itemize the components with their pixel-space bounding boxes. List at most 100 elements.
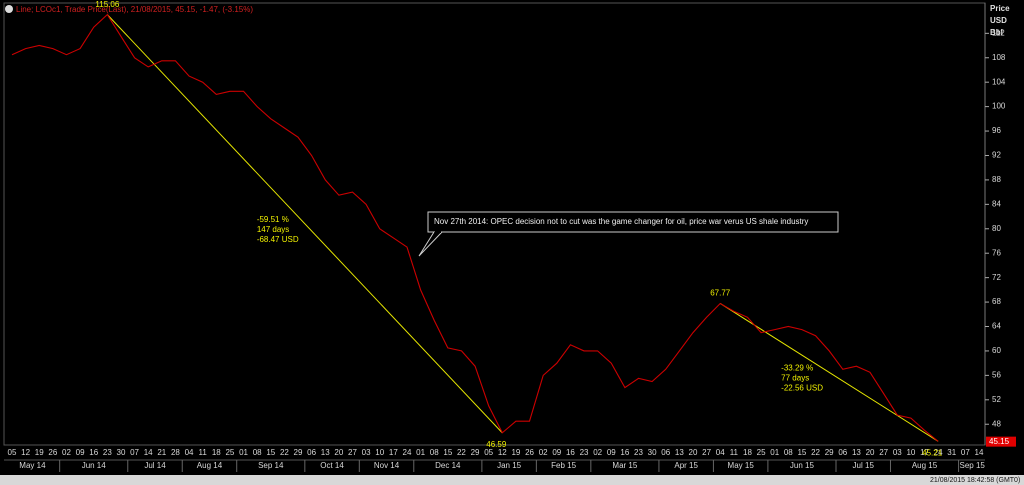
x-tick-label: 01	[770, 448, 779, 457]
month-label: Jan 15	[497, 461, 522, 470]
x-tick-label: 13	[675, 448, 684, 457]
x-tick-label: 23	[103, 448, 112, 457]
callout-pointer	[418, 231, 443, 257]
y-tick-label: 72	[992, 273, 1001, 282]
x-tick-label: 12	[498, 448, 507, 457]
chart-icon[interactable]	[5, 5, 13, 13]
x-tick-label: 13	[321, 448, 330, 457]
x-tick-label: 09	[552, 448, 561, 457]
month-label: Apr 15	[674, 461, 698, 470]
month-label: Jul 15	[853, 461, 875, 470]
month-label: Jul 14	[144, 461, 166, 470]
trend-start-label: 115.06	[95, 0, 119, 9]
x-tick-label: 10	[906, 448, 915, 457]
y-tick-label: 52	[992, 395, 1001, 404]
x-tick-label: 08	[253, 448, 262, 457]
x-tick-label: 02	[593, 448, 602, 457]
month-label: Jun 15	[790, 461, 815, 470]
trend-end-label: 45.21	[922, 448, 943, 457]
x-tick-label: 25	[225, 448, 234, 457]
x-tick-label: 06	[661, 448, 670, 457]
x-tick-label: 08	[430, 448, 439, 457]
y-tick-label: 68	[992, 297, 1001, 306]
x-tick-label: 16	[620, 448, 629, 457]
y-tick-label: 104	[992, 77, 1006, 86]
trendline	[106, 14, 503, 434]
x-tick-label: 12	[21, 448, 30, 457]
x-tick-label: 27	[879, 448, 888, 457]
x-tick-label: 14	[144, 448, 153, 457]
x-tick-label: 07	[130, 448, 139, 457]
x-tick-label: 07	[961, 448, 970, 457]
x-tick-label: 19	[35, 448, 44, 457]
x-tick-label: 29	[294, 448, 303, 457]
month-label: Aug 14	[197, 461, 223, 470]
x-tick-label: 16	[89, 448, 98, 457]
month-label: Aug 15	[912, 461, 938, 470]
y-tick-label: 80	[992, 224, 1001, 233]
x-tick-label: 03	[362, 448, 371, 457]
x-tick-label: 26	[525, 448, 534, 457]
trend-stats: -22.56 USD	[781, 383, 823, 392]
y-tick-label: 112	[992, 28, 1005, 37]
x-tick-label: 05	[8, 448, 17, 457]
month-label: Sep 15	[960, 461, 986, 470]
trend-stats: 147 days	[257, 225, 289, 234]
x-tick-label: 28	[171, 448, 180, 457]
x-tick-label: 16	[566, 448, 575, 457]
x-tick-label: 04	[185, 448, 194, 457]
chart-title: Line; LCOc1, Trade Price(Last), 21/08/20…	[16, 5, 253, 14]
x-tick-label: 29	[825, 448, 834, 457]
x-tick-label: 02	[539, 448, 548, 457]
y-tick-label: 84	[992, 199, 1001, 208]
x-tick-label: 15	[797, 448, 806, 457]
y-tick-label: 108	[992, 53, 1006, 62]
month-label: Sep 14	[258, 461, 284, 470]
x-tick-label: 01	[416, 448, 425, 457]
y-tick-label: 96	[992, 126, 1001, 135]
trend-stats: -33.29 %	[781, 363, 813, 372]
x-tick-label: 15	[266, 448, 275, 457]
month-label: Jun 14	[82, 461, 107, 470]
x-tick-label: 19	[511, 448, 520, 457]
month-label: Mar 15	[612, 461, 637, 470]
x-tick-label: 24	[403, 448, 412, 457]
trend-stats: -59.51 %	[257, 215, 289, 224]
trend-end-label: 46.59	[486, 440, 507, 449]
x-tick-label: 20	[866, 448, 875, 457]
last-price-tag	[986, 436, 1016, 447]
x-tick-label: 23	[580, 448, 589, 457]
trend-stats: -68.47 USD	[257, 235, 299, 244]
x-tick-label: 20	[689, 448, 698, 457]
x-tick-label: 22	[811, 448, 820, 457]
x-tick-label: 30	[117, 448, 126, 457]
y-axis-label: Price	[990, 4, 1010, 13]
y-tick-label: 48	[992, 419, 1001, 428]
x-tick-label: 04	[716, 448, 725, 457]
y-tick-label: 64	[992, 322, 1001, 331]
last-price-label: 45.15	[989, 437, 1010, 446]
month-label: Nov 14	[374, 461, 400, 470]
x-tick-label: 22	[457, 448, 466, 457]
x-tick-label: 26	[48, 448, 57, 457]
x-tick-label: 21	[157, 448, 166, 457]
x-tick-label: 24	[934, 448, 943, 457]
x-tick-label: 15	[443, 448, 452, 457]
x-tick-label: 25	[757, 448, 766, 457]
x-tick-label: 09	[607, 448, 616, 457]
callout-text: Nov 27th 2014: OPEC decision not to cut …	[434, 217, 808, 226]
y-tick-label: 92	[992, 151, 1001, 160]
callout-box	[427, 211, 839, 233]
timestamp: 21/08/2015 18:42:58 (GMT0)	[930, 477, 1020, 484]
callout: Nov 27th 2014: OPEC decision not to cut …	[418, 211, 839, 257]
x-tick-label: 06	[838, 448, 847, 457]
x-tick-label: 03	[893, 448, 902, 457]
trendline	[719, 303, 939, 442]
y-tick-label: 76	[992, 248, 1001, 257]
x-tick-label: 09	[76, 448, 85, 457]
x-tick-label: 01	[239, 448, 248, 457]
month-label: Feb 15	[551, 461, 576, 470]
